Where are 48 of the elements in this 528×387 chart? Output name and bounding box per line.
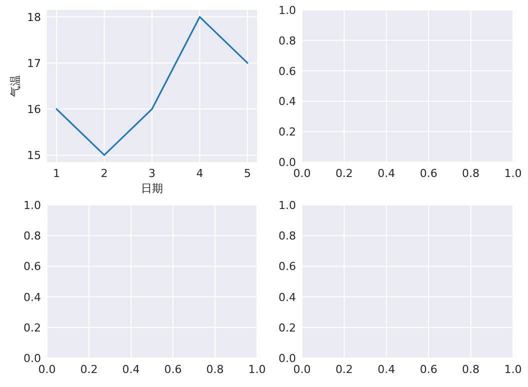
x-tick-label: 0.2 bbox=[335, 167, 353, 180]
x-tick-label: 0.8 bbox=[462, 363, 480, 376]
y-tick-label: 15 bbox=[27, 149, 41, 162]
x-tick-label: 1.0 bbox=[504, 363, 522, 376]
y-tick-label: 0.0 bbox=[278, 156, 296, 169]
y-tick-label: 1.0 bbox=[278, 199, 296, 212]
y-tick-label: 0.4 bbox=[278, 290, 296, 304]
x-tick-label: 0.2 bbox=[80, 363, 98, 376]
x-tick-label: 4 bbox=[196, 167, 204, 180]
y-tick-label: 0.2 bbox=[24, 321, 41, 334]
y-tick-label: 0.2 bbox=[278, 321, 296, 334]
y-tick-label: 17 bbox=[27, 56, 41, 70]
x-tick-label: 0.6 bbox=[164, 363, 182, 376]
x-tick-label: 0.6 bbox=[420, 167, 438, 180]
x-tick-label: 0.4 bbox=[122, 363, 140, 376]
x-tick-label: 0.8 bbox=[462, 167, 480, 180]
y-tick-label: 0.8 bbox=[24, 230, 41, 243]
line-series bbox=[56, 16, 248, 156]
x-tick-label: 0.0 bbox=[38, 363, 56, 376]
y-tick-label: 0.2 bbox=[278, 126, 296, 139]
x-tick-label: 0.8 bbox=[206, 363, 224, 376]
x-tick-label: 0.2 bbox=[335, 363, 353, 376]
y-tick-label: 0.4 bbox=[24, 290, 41, 304]
y-axis-title: 气温 bbox=[9, 75, 22, 97]
y-tick-label: 0.6 bbox=[24, 260, 41, 274]
x-tick-label: 0.0 bbox=[293, 363, 311, 376]
y-tick-label: 0.6 bbox=[278, 64, 296, 78]
x-tick-label: 5 bbox=[244, 167, 251, 180]
y-tick-label: 0.8 bbox=[278, 230, 296, 243]
x-tick-label: 1.0 bbox=[248, 363, 266, 376]
y-tick-label: 18 bbox=[27, 10, 41, 24]
y-tick-label: 0.0 bbox=[278, 352, 296, 365]
x-tick-label: 1 bbox=[53, 167, 60, 180]
x-tick-label: 0.4 bbox=[378, 363, 396, 376]
y-tick-label: 0.6 bbox=[278, 260, 296, 274]
x-tick-label: 1.0 bbox=[504, 167, 522, 180]
x-tick-label: 3 bbox=[148, 167, 156, 180]
y-tick-label: 0.4 bbox=[278, 95, 296, 108]
x-tick-label: 0.0 bbox=[293, 167, 311, 180]
x-axis-title: 日期 bbox=[141, 182, 163, 195]
y-tick-label: 16 bbox=[27, 103, 41, 116]
x-tick-label: 0.6 bbox=[420, 363, 438, 376]
x-tick-label: 2 bbox=[100, 167, 108, 180]
y-tick-label: 1.0 bbox=[278, 4, 296, 17]
y-tick-label: 0.0 bbox=[24, 352, 41, 365]
y-tick-label: 0.8 bbox=[278, 34, 296, 48]
y-tick-label: 1.0 bbox=[24, 199, 41, 212]
x-tick-label: 0.4 bbox=[378, 167, 396, 180]
